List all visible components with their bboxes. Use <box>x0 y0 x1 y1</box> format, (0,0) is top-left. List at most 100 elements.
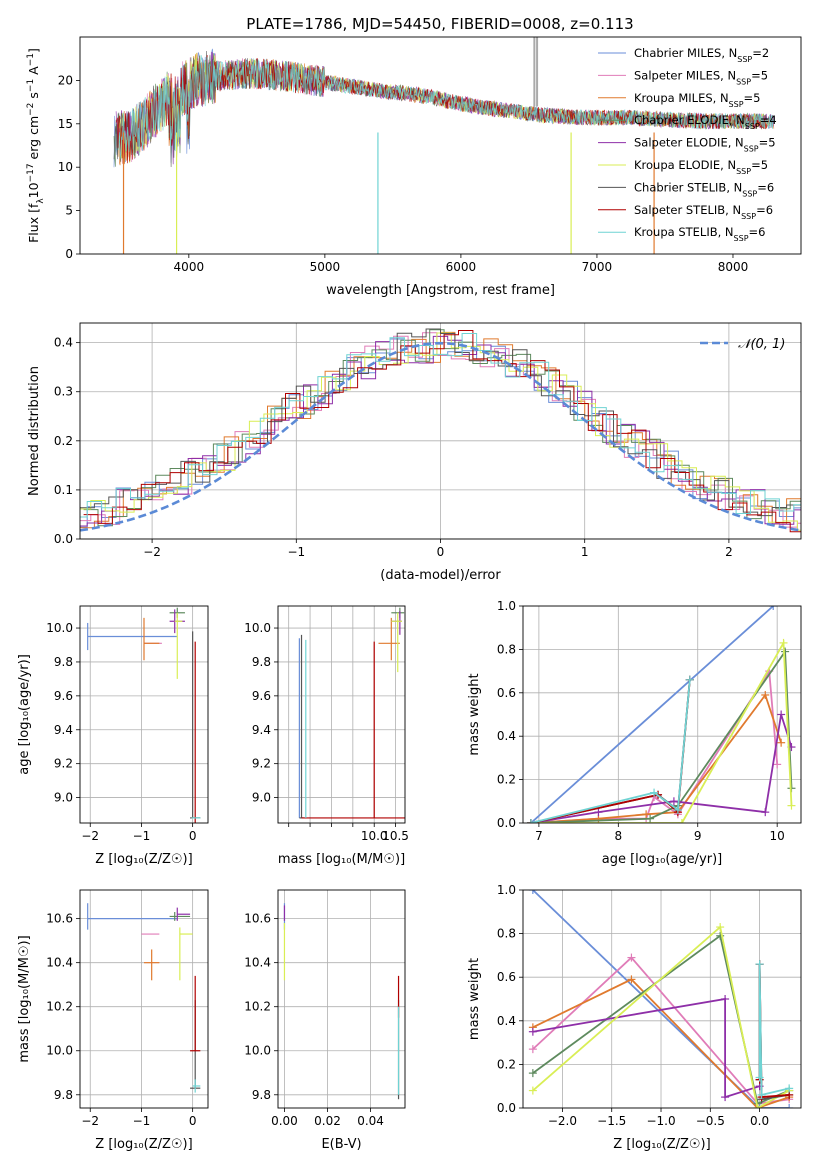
y-tick-label: 0.6 <box>497 970 516 984</box>
legend-label-text: Chabrier STELIB, N <box>634 180 742 194</box>
weight-line <box>532 978 790 1108</box>
axes-frame <box>79 322 802 540</box>
x-tick-label: 8 <box>614 829 622 843</box>
y-tick-label: 9.0 <box>54 791 73 805</box>
plot-area <box>80 890 208 1108</box>
weight-line <box>532 925 790 1108</box>
legend-label: Chabrier MILES, NSSP=2 <box>634 46 769 64</box>
weight-line <box>530 679 691 823</box>
x-tick-label: −1 <box>133 829 151 843</box>
legend-label-text: Salpeter MILES, N <box>634 68 736 82</box>
axes-frame <box>79 605 209 824</box>
x-tick-label: 2 <box>725 545 733 559</box>
x-tick-label: 10.0 <box>361 829 388 843</box>
legend-label-suffix: =5 <box>759 136 776 150</box>
y-tick-label: 10.4 <box>244 956 271 970</box>
x-tick-label: 1 <box>581 545 589 559</box>
y-axis-label-part: erg cm <box>26 116 41 164</box>
x-tick-label: 6000 <box>446 260 477 274</box>
x-tick-label: −1 <box>133 1114 151 1128</box>
panel-residuals: −2 −1 0 1 2 0.0 0.1 0.2 0.3 0.4 (data-model)/error… <box>27 322 802 583</box>
x-axis-label: wavelength [Angstrom, rest frame] <box>326 283 555 298</box>
y-tick-label: 0.4 <box>497 729 516 743</box>
y-tick-label: 15 <box>58 117 73 131</box>
plot-area <box>278 606 405 823</box>
legend-label: Salpeter STELIB, NSSP=6 <box>634 203 773 221</box>
weight-line <box>530 606 774 823</box>
legend-label-suffix: =6 <box>757 180 774 194</box>
y-axis-label-part: −17 <box>26 163 36 182</box>
plot-area <box>523 606 801 823</box>
histogram-step <box>80 331 801 529</box>
y-tick-label: 0.2 <box>54 434 73 448</box>
x-tick-label: 0.00 <box>271 1114 298 1128</box>
y-tick-label: 0.4 <box>54 336 73 350</box>
y-tick-label: 10.2 <box>46 1000 73 1014</box>
panel-age_vs_Z: −2 −1 0 9.0 9.2 9.4 9.6 9.8 10.0 Z [log₁₀(Z/Z☉)] a… <box>17 605 209 867</box>
y-axis-label: mass weight <box>467 673 482 755</box>
x-tick-label: −2 <box>143 545 161 559</box>
x-tick-label: −2 <box>81 1114 99 1128</box>
y-tick-label: 10.0 <box>244 621 271 635</box>
axes-frame <box>277 605 406 824</box>
gaussian-curve <box>80 341 801 532</box>
legend-label-suffix: =6 <box>756 203 773 217</box>
legend-label-sub: SSP <box>737 55 752 64</box>
panel-weight_vs_age: 7 8 9 10 0.0 0.2 0.4 0.6 0.8 1.0 age [log₁₀(age/yr… <box>467 599 802 867</box>
x-tick-label: 10 <box>770 829 785 843</box>
plot-area <box>278 890 405 1108</box>
legend-label: Kroupa ELODIE, NSSP=5 <box>634 158 768 176</box>
plot-area <box>523 890 801 1108</box>
panel-spectrum: 4000 5000 6000 7000 8000 0 5 10 15 20 wavelength [… <box>26 36 802 298</box>
panel-mass_vs_Z: −2 −1 0 9.8 10.0 10.2 10.4 10.6 Z [log₁₀(Z/Z☉)] m… <box>17 889 209 1152</box>
y-tick-label: 10.6 <box>244 912 271 926</box>
y-tick-label: 0.3 <box>54 385 73 399</box>
y-tick-label: 0.2 <box>497 1057 516 1071</box>
x-tick-label: 0.0 <box>750 1114 769 1128</box>
y-axis-label-part: −1 <box>26 79 36 92</box>
histogram-step <box>83 329 801 527</box>
y-axis-label-part: λ <box>36 198 46 204</box>
legend-label-text: Chabrier MILES, N <box>634 46 737 60</box>
x-axis-label: Z [log₁₀(Z/Z☉)] <box>95 1137 192 1152</box>
y-tick-label: 10.0 <box>46 621 73 635</box>
weight-line <box>758 964 790 1097</box>
y-tick-label: 10.4 <box>46 956 73 970</box>
x-tick-label: −2.0 <box>548 1114 577 1128</box>
x-axis-label: Z [log₁₀(Z/Z☉)] <box>95 852 192 867</box>
y-tick-label: 9.8 <box>252 1088 271 1102</box>
legend-label-text: Salpeter ELODIE, N <box>634 136 744 150</box>
weight-line <box>530 714 793 823</box>
y-axis-label-part: 10 <box>26 182 41 198</box>
y-tick-label: 0.8 <box>497 642 516 656</box>
y-tick-label: 10.6 <box>46 912 73 926</box>
y-axis-label-part: −1 <box>26 53 36 66</box>
y-tick-label: 10.0 <box>46 1044 73 1058</box>
y-tick-label: 1.0 <box>497 883 516 897</box>
y-tick-label: 9.8 <box>54 655 73 669</box>
y-tick-label: 9.4 <box>54 723 73 737</box>
x-axis-label: Z [log₁₀(Z/Z☉)] <box>613 1137 710 1152</box>
legend-label: Kroupa MILES, NSSP=5 <box>634 91 760 109</box>
panel-weight_vs_Z: −2.0 −1.5 −1.0 −0.5 0.0 0.0 0.2 0.4 0.6 0.8 1.0 Z [… <box>467 883 802 1152</box>
y-tick-label: 9.6 <box>54 689 73 703</box>
legend-label-suffix: =5 <box>751 68 768 82</box>
legend-label-sub: SSP <box>736 77 751 86</box>
legend-label: Chabrier ELODIE, NSSP=4 <box>634 113 777 131</box>
y-tick-label: 10.2 <box>244 1000 271 1014</box>
axes-frame <box>522 605 802 824</box>
weight-line <box>530 639 793 823</box>
plot-area <box>80 606 208 823</box>
legend-label-sub: SSP <box>742 189 757 198</box>
y-axis-label: Normed distribution <box>27 366 42 496</box>
x-tick-label: 7 <box>535 829 543 843</box>
histogram-step <box>83 330 801 533</box>
y-axis-label-part: Flux [f <box>26 203 41 243</box>
y-tick-label: 9.8 <box>252 655 271 669</box>
legend-label: Salpeter ELODIE, NSSP=5 <box>634 136 776 154</box>
axes-frame <box>522 889 802 1109</box>
y-axis-label: mass weight <box>467 958 482 1040</box>
